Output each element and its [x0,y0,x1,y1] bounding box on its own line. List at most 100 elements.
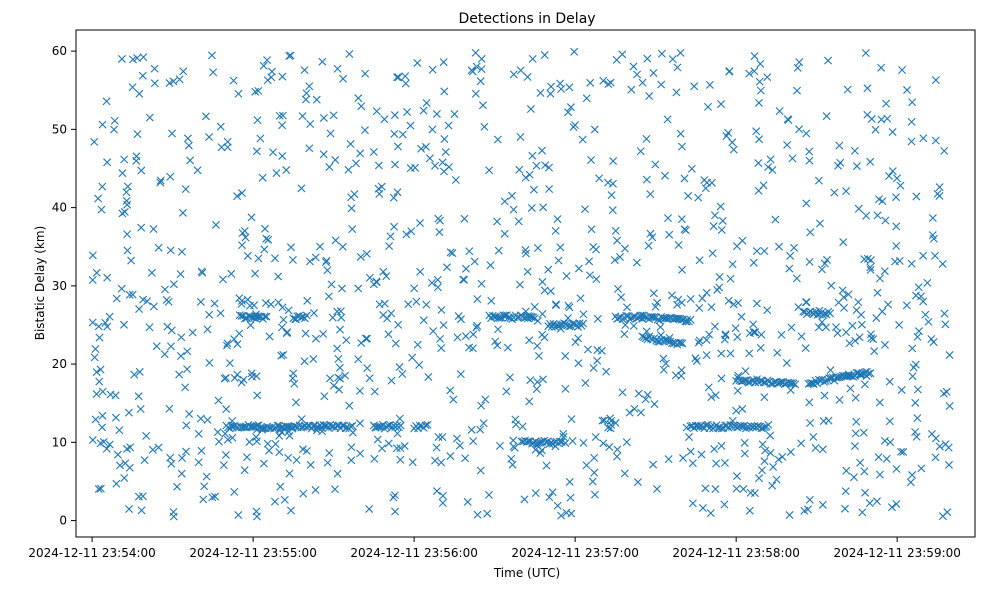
data-point-1001 [531,489,540,498]
data-point-374 [339,74,348,83]
data-point-1413 [678,339,687,348]
data-point-352 [919,134,928,143]
data-point-255 [311,486,320,495]
data-point-841 [797,439,806,448]
y-tick-label-5: 50 [52,122,67,136]
data-point-895 [673,63,682,72]
data-point-175 [279,315,288,324]
data-point-712 [826,366,835,375]
data-point-867 [516,66,525,75]
data-point-871 [98,120,107,129]
data-point-76 [651,160,660,169]
data-point-490 [914,327,923,336]
data-point-896 [644,241,653,250]
data-point-132 [860,380,869,389]
data-point-236 [771,215,780,224]
data-point-1045 [805,398,814,407]
data-point-1014 [833,329,842,338]
data-point-409 [472,62,481,71]
data-point-985 [326,374,335,383]
data-point-1059 [916,292,925,301]
data-point-901 [657,49,666,58]
data-point-488 [432,443,441,452]
data-point-453 [632,258,641,267]
data-point-16 [802,129,811,138]
data-point-736 [336,325,345,334]
data-point-227 [559,432,568,441]
data-point-619 [408,353,417,362]
data-point-635 [861,48,870,57]
data-point-697 [944,460,953,469]
data-point-243 [387,376,396,385]
data-point-1053 [96,439,105,448]
data-point-881 [586,78,595,87]
data-point-61 [243,251,252,260]
data-point-874 [269,148,277,157]
data-point-449 [562,272,571,280]
data-point-1491 [786,379,794,388]
data-point-190 [439,58,448,67]
data-point-294 [908,344,917,353]
data-point-439 [672,88,681,97]
data-point-1005 [105,440,114,449]
data-point-319 [523,267,532,276]
data-point-839 [746,488,755,497]
data-point-522 [715,272,724,281]
data-point-770 [150,64,159,73]
data-point-171 [935,183,944,192]
data-point-980 [118,169,127,178]
data-point-147 [394,73,403,82]
data-point-803 [539,375,547,384]
data-point-269 [527,203,536,212]
data-point-785 [629,62,638,71]
data-point-586 [872,497,881,506]
data-point-200 [695,256,704,265]
data-point-232 [835,141,844,150]
data-point-1132 [387,309,396,318]
data-point-820 [707,393,716,402]
data-point-1090 [179,67,188,76]
data-point-47 [545,493,554,502]
data-point-158 [347,456,356,465]
data-point-676 [285,431,294,440]
data-point-150 [685,433,694,442]
data-point-1264 [262,312,271,321]
data-point-660 [536,88,545,97]
data-point-649 [570,47,579,56]
data-point-1102 [377,182,386,191]
data-point-1531 [866,369,875,378]
data-point-311 [739,485,748,494]
data-point-324 [149,225,158,234]
data-point-933 [665,230,674,239]
data-point-375 [587,225,596,234]
data-point-1000 [500,197,509,206]
data-point-690 [95,377,104,386]
data-point-1101 [540,51,549,60]
data-point-52 [758,440,767,449]
data-point-534 [347,193,356,202]
data-point-951 [903,86,912,95]
data-point-1453 [753,421,762,430]
data-point-1056 [398,130,407,139]
data-point-1050 [336,307,345,316]
data-point-296 [698,294,707,303]
data-point-888 [680,225,689,234]
data-point-519 [227,269,236,278]
data-point-249 [649,289,658,298]
data-point-247 [218,275,227,284]
data-point-450 [620,244,629,253]
data-point-818 [181,383,190,392]
data-point-1011 [402,230,411,239]
data-point-628 [842,187,851,196]
data-point-1121 [277,351,286,360]
data-point-24 [514,217,523,226]
data-point-790 [691,354,700,363]
data-point-677 [237,296,246,305]
data-point-624 [253,116,262,125]
data-point-709 [245,301,254,310]
data-point-228 [803,505,812,514]
data-point-743 [717,100,726,109]
data-point-1074 [297,184,306,193]
data-point-961 [216,122,225,131]
data-point-754 [766,448,775,457]
